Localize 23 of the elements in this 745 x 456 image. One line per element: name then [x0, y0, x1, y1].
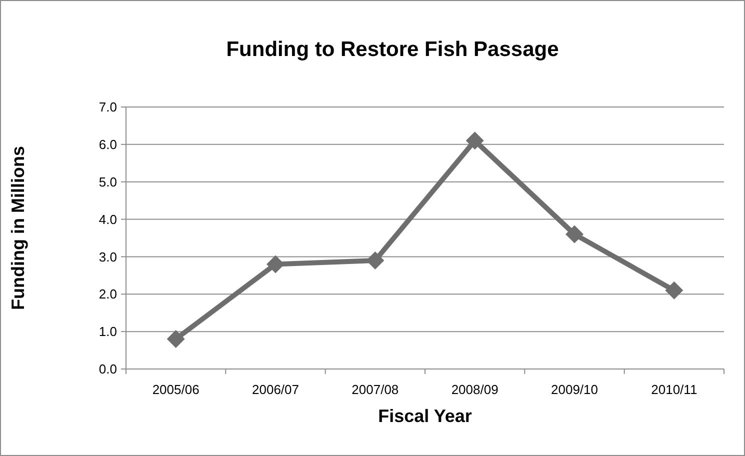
y-tick-label: 7.0 — [98, 100, 117, 115]
x-axis-title: Fiscal Year — [378, 406, 472, 426]
x-tick-label: 2010/11 — [651, 382, 698, 397]
chart-title: Funding to Restore Fish Passage — [226, 38, 559, 61]
x-tick-label: 2005/06 — [152, 382, 200, 397]
point — [366, 251, 384, 270]
y-tick-label: 4.0 — [98, 212, 117, 227]
y-axis-title: Funding in Millions — [8, 146, 28, 310]
point — [166, 330, 185, 348]
point — [566, 225, 584, 244]
y-tick-label: 1.0 — [98, 324, 117, 340]
y-tick-label: 3.0 — [98, 249, 117, 264]
y-tick-label: 6.0 — [98, 136, 117, 152]
x-tick-label: 2009/10 — [551, 382, 598, 397]
y-tick-label: 2.0 — [98, 286, 117, 302]
x-tick-label: 2008/09 — [451, 382, 498, 397]
point — [266, 255, 284, 274]
y-tick-label: 5.0 — [98, 174, 117, 190]
x-tick-label: 2007/08 — [352, 382, 399, 397]
y-tick-label: 0.0 — [98, 362, 117, 377]
x-tick-label: 2006/07 — [252, 382, 299, 397]
point — [665, 281, 684, 300]
point — [466, 132, 484, 150]
